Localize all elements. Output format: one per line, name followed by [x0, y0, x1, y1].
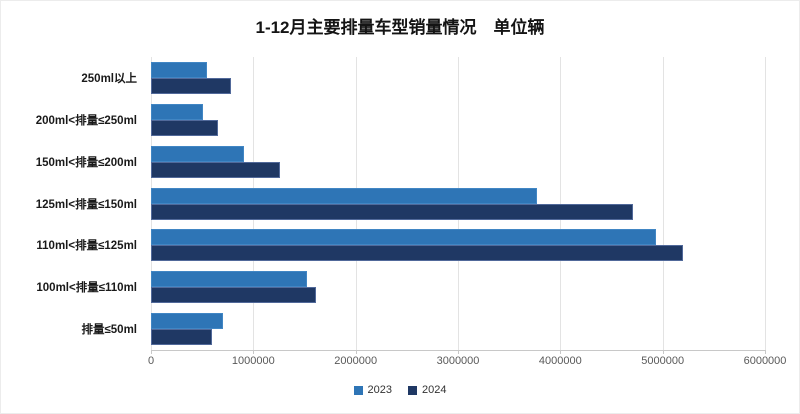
chart-title: 1-12月主要排量车型销量情况 单位辆	[255, 18, 545, 37]
bar-2023	[151, 187, 537, 204]
legend: 2023 2024	[0, 384, 800, 396]
bar-2024	[151, 287, 316, 304]
axis-tick	[662, 350, 664, 354]
axis-tick	[765, 350, 766, 354]
bar-2024	[151, 203, 633, 220]
plot-area	[151, 57, 766, 351]
gridline	[662, 57, 664, 350]
bar-group	[151, 99, 765, 141]
bar-group	[151, 57, 765, 99]
bar-2024	[151, 329, 213, 346]
bar-2024	[151, 77, 231, 94]
x-tick-label: 0	[147, 355, 155, 367]
bar-2024	[151, 245, 684, 262]
category-label: 200ml<排量≤250ml	[35, 114, 137, 127]
axis-tick	[151, 350, 152, 354]
category-label: 排量≤50ml	[81, 324, 137, 337]
x-tick-label: 4000000	[538, 355, 582, 367]
bar-2023	[151, 313, 223, 330]
axis-tick	[458, 350, 459, 354]
gridline	[765, 57, 766, 350]
y-axis-labels: 250ml以上 200ml<排量≤250ml 150ml<排量≤200ml 125ml…	[0, 57, 144, 350]
bar-2024	[151, 119, 218, 136]
bar-group	[151, 308, 765, 350]
axis-tick	[253, 350, 255, 354]
bar-2023	[151, 61, 208, 78]
axis-tick	[560, 350, 562, 354]
legend-item-2024: 2024	[408, 384, 446, 396]
category-label: 100ml<排量≤110ml	[36, 282, 137, 295]
category-label: 110ml<排量≤125ml	[36, 240, 137, 253]
legend-swatch-2024	[408, 385, 417, 395]
category-label: 150ml<排量≤200ml	[35, 156, 137, 169]
bar-group	[151, 224, 765, 266]
bar-group	[151, 266, 765, 308]
category-label: 250ml以上	[81, 72, 137, 85]
legend-label-2024: 2024	[422, 384, 447, 396]
axis-tick	[355, 350, 357, 354]
x-tick-label: 5000000	[641, 355, 685, 367]
category-label: 125ml<排量≤150ml	[35, 198, 137, 211]
x-tick-label: 3000000	[436, 355, 480, 367]
bar-2023	[151, 271, 307, 288]
bar-2023	[151, 145, 245, 162]
legend-label-2023: 2023	[367, 384, 392, 396]
x-tick-label: 6000000	[743, 355, 787, 367]
bar-group	[151, 141, 765, 183]
legend-swatch-2023	[353, 385, 363, 395]
legend-item-2023: 2023	[353, 384, 392, 396]
bar-2023	[151, 229, 656, 246]
bar-group	[151, 183, 765, 225]
x-tick-label: 2000000	[334, 355, 378, 367]
bar-2024	[151, 161, 280, 178]
bar-2023	[151, 103, 204, 120]
x-axis: 0 1000000 2000000 3000000 4000000 5000000 6000…	[147, 350, 786, 369]
x-tick-label: 1000000	[231, 355, 275, 367]
